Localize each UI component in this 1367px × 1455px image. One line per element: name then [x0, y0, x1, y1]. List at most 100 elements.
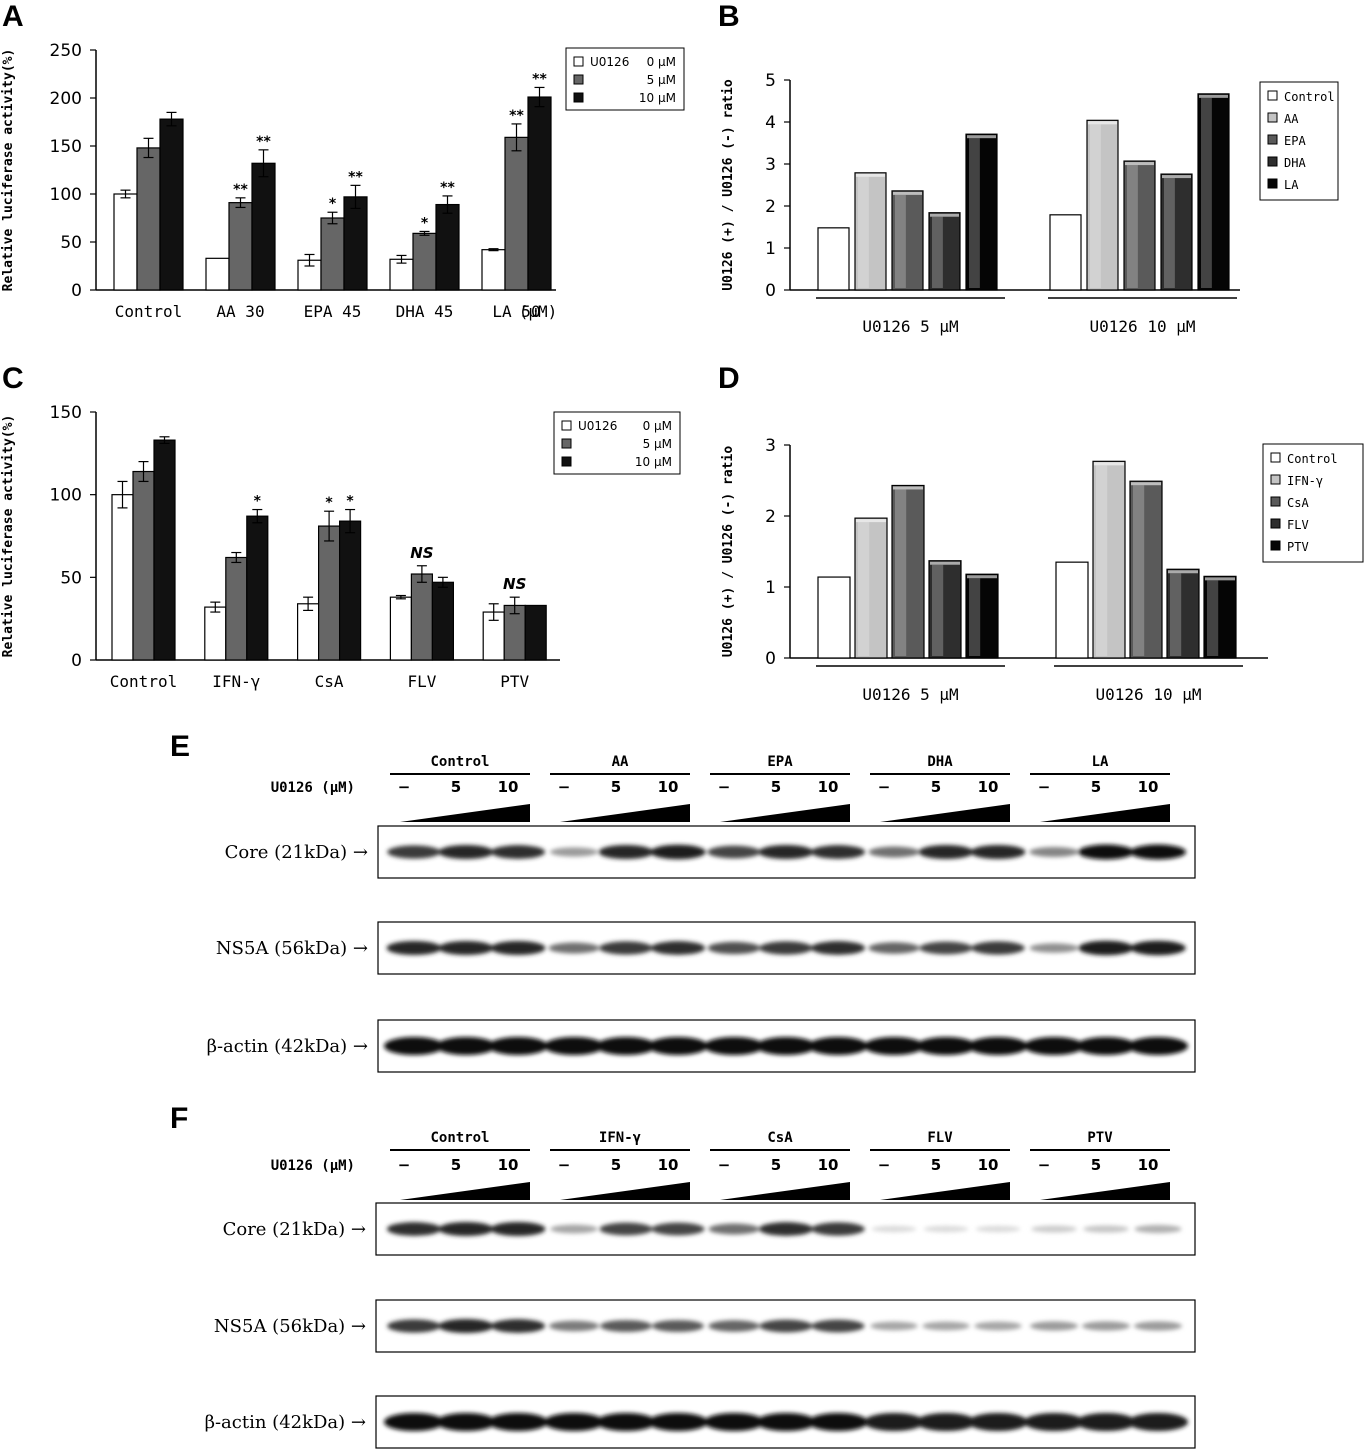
band: [1024, 1037, 1084, 1055]
row-label: NS5A (56kDa) →: [216, 938, 368, 959]
band: [759, 941, 813, 955]
lane-label: 10: [978, 778, 999, 796]
legend-entry: 5 μM: [647, 73, 676, 87]
bar: [389, 596, 412, 661]
legend-swatch: [1267, 112, 1278, 123]
legend-swatch: [1267, 134, 1278, 145]
error-bar: [235, 197, 246, 209]
y-tick-label: 100: [50, 486, 82, 506]
band: [648, 1413, 708, 1431]
lane-label: −: [398, 1156, 411, 1174]
legend-entry: PTV: [1287, 540, 1309, 554]
bar: [343, 196, 368, 291]
error-bar: [442, 195, 453, 214]
lane-label: −: [398, 778, 411, 796]
bar: [1203, 575, 1237, 659]
y-tick-label: 150: [50, 403, 82, 423]
band: [1130, 940, 1186, 956]
legend-entry: Control: [1287, 452, 1338, 466]
y-tick-label: 2: [765, 197, 776, 217]
band: [864, 1037, 924, 1055]
legend-entry: LA: [1284, 178, 1299, 192]
error-bar: [143, 137, 154, 159]
bar: [817, 576, 851, 659]
dose-wedge: [880, 1182, 1010, 1200]
bar: [246, 515, 269, 661]
bar: [854, 517, 888, 659]
band: [1076, 1037, 1136, 1055]
row-label: β-actin (42kDa) →: [205, 1412, 366, 1433]
bar: [1049, 214, 1082, 291]
legend-swatch: [1270, 474, 1281, 485]
band: [871, 1225, 917, 1233]
y-tick-label: 1: [765, 578, 776, 598]
y-tick-label: 0: [765, 649, 776, 669]
blot-f: Control − 5 10 IFN-γ − 5 10 CsA − 5 10 FLV − 5 10 PTV − 5 1…: [205, 1130, 1196, 1449]
significance-mark: *: [325, 495, 333, 511]
band: [810, 941, 866, 955]
bar: [891, 484, 925, 659]
lane-label: 10: [978, 1156, 999, 1174]
band: [438, 1221, 494, 1237]
band: [868, 846, 920, 858]
row-label: β-actin (42kDa) →: [207, 1036, 368, 1057]
panel-letter-a: A: [2, 0, 24, 33]
lane-label: 10: [818, 778, 839, 796]
band: [384, 1413, 444, 1431]
bar: [251, 162, 276, 291]
bands: [387, 1318, 1183, 1334]
band: [918, 844, 974, 860]
legend-title: U0126: [578, 419, 617, 433]
category-label: IFN-γ: [212, 672, 260, 691]
bar: [854, 172, 887, 291]
lane-label: 5: [611, 1156, 621, 1174]
category-label: PTV: [500, 672, 529, 691]
band: [810, 845, 866, 859]
y-tick-label: 0: [71, 281, 82, 301]
blot-row: NS5A (56kDa) →: [216, 921, 1196, 975]
band: [650, 844, 706, 860]
panel-letter-b: B: [718, 0, 740, 33]
lane-label: 5: [1091, 1156, 1101, 1174]
significance-mark: *: [421, 215, 429, 231]
row-label: Core (21kDa) →: [223, 1219, 366, 1240]
lane-label: −: [1038, 778, 1051, 796]
lane-label: 5: [611, 778, 621, 796]
band: [490, 1319, 546, 1333]
lane-label: 5: [771, 778, 781, 796]
error-bar: [210, 601, 221, 613]
lane-label: 5: [931, 1156, 941, 1174]
y-tick-label: 50: [60, 233, 82, 253]
category-label: AA 30: [216, 302, 264, 321]
band: [1031, 1225, 1077, 1233]
band: [708, 1223, 760, 1235]
band: [1029, 1321, 1079, 1331]
y-tick-label: 0: [71, 651, 82, 671]
y-tick-label: 0: [765, 281, 776, 301]
panel-letter-f: F: [170, 1102, 189, 1135]
legend-swatch: [1270, 496, 1281, 507]
band: [386, 1222, 442, 1236]
band: [974, 1321, 1022, 1331]
error-bar: [324, 510, 335, 542]
band: [922, 1321, 970, 1331]
legend-swatch: [573, 56, 584, 67]
error-bar: [252, 508, 263, 524]
band: [864, 1413, 924, 1431]
band: [707, 941, 761, 955]
band: [1128, 1413, 1188, 1431]
blot-row: Core (21kDa) →: [225, 825, 1196, 879]
legend-swatch: [1270, 452, 1281, 463]
legend-entry: 0 μM: [643, 419, 672, 433]
band: [1078, 940, 1134, 956]
band: [1024, 1413, 1084, 1431]
blot-row: β-actin (42kDa) →: [207, 1019, 1196, 1073]
group-label: IFN-γ: [599, 1130, 641, 1146]
y-tick-label: 200: [50, 89, 82, 109]
band: [596, 1413, 656, 1431]
bands: [384, 1037, 1188, 1055]
band: [436, 1413, 496, 1431]
band: [436, 1037, 496, 1055]
legend-entry: 10 μM: [635, 455, 672, 469]
band: [808, 1037, 868, 1055]
